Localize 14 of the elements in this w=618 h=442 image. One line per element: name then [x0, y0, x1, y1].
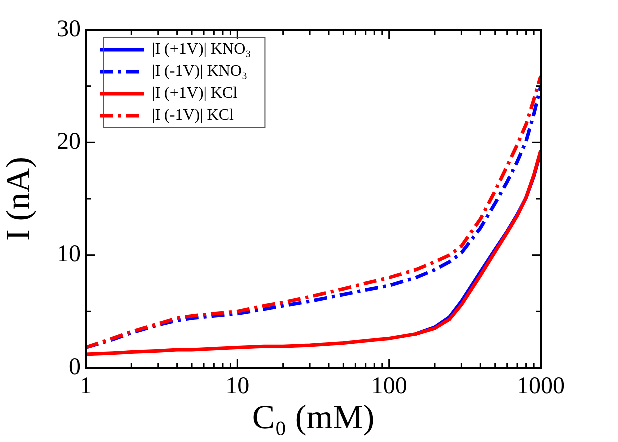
legend-label: |I (+1V)| KCl: [152, 85, 238, 102]
y-tick-label: 0: [69, 354, 81, 380]
x-tick-label: 100: [371, 374, 408, 400]
legend-label: |I (-1V)| KCl: [152, 107, 234, 124]
y-tick-label: 10: [57, 242, 81, 268]
legend-label: |I (+1V)| KNO₃: [152, 41, 252, 58]
x-axis-title: C₀ (mM): [252, 400, 375, 437]
legend-label: |I (-1V)| KNO₃: [152, 63, 248, 80]
x-tick-label: 1: [80, 374, 92, 400]
y-axis-title: I (nA): [0, 156, 38, 242]
x-tick-label: 10: [226, 374, 250, 400]
x-tick-label: 1000: [517, 374, 565, 400]
y-tick-label: 30: [57, 16, 81, 42]
y-tick-label: 20: [57, 128, 81, 155]
